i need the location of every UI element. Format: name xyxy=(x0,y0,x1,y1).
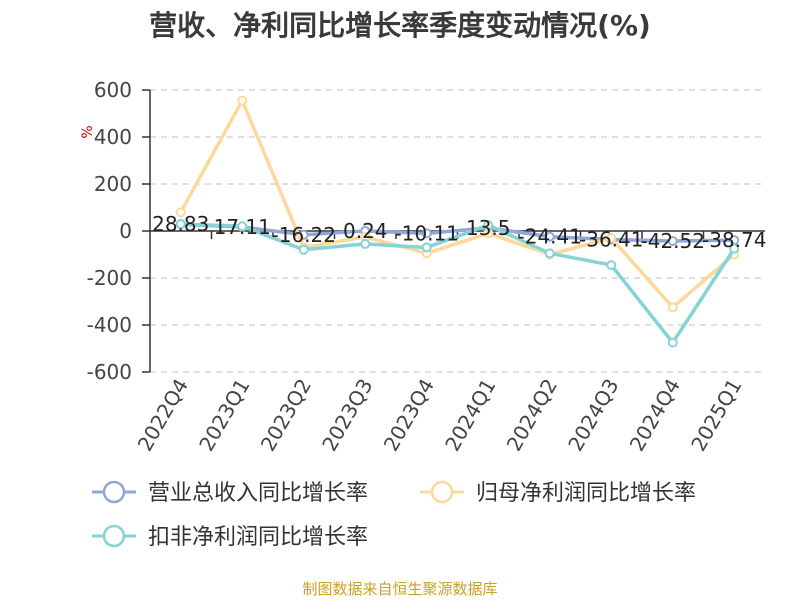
data-point xyxy=(606,260,617,271)
series-line xyxy=(180,222,735,243)
data-labels: 28.83 17.11 -16.22 0.24 -10.11 13.5 -24.41-36.… xyxy=(152,212,766,253)
data-point xyxy=(606,233,617,244)
y-tick-label: -200 xyxy=(87,266,132,290)
data-label: 0.24 xyxy=(343,219,388,243)
data-point xyxy=(360,238,371,249)
x-tick-label: 2023Q2 xyxy=(256,375,316,456)
data-point xyxy=(483,220,494,231)
x-tick-label: 2022Q4 xyxy=(133,375,193,456)
data-label: -36.41 xyxy=(579,228,643,252)
series-line xyxy=(180,222,736,345)
data-point xyxy=(175,207,186,218)
legend-swatch-marker xyxy=(102,480,126,504)
legend-label: 归母净利润同比增长率 xyxy=(476,481,696,506)
data-point xyxy=(729,243,740,254)
y-tick-label: 200 xyxy=(94,172,132,196)
data-point xyxy=(544,231,555,242)
data-point xyxy=(667,337,678,348)
x-tick-label: 2023Q3 xyxy=(317,375,377,456)
x-tick-label: 2024Q4 xyxy=(625,375,685,456)
data-label: 13.5 xyxy=(466,216,511,240)
legend-swatch-marker xyxy=(430,480,454,504)
x-tick-label: 2024Q3 xyxy=(563,375,623,456)
y-tick-label: -600 xyxy=(87,360,132,384)
data-point xyxy=(667,302,678,313)
grid-lines xyxy=(150,89,765,373)
data-point xyxy=(298,244,309,255)
series-line xyxy=(179,98,736,310)
y-tick-label: 0 xyxy=(119,219,132,243)
data-label: 17.11 xyxy=(214,215,271,239)
source-note: 制图数据来自恒生聚源数据库 xyxy=(302,580,498,598)
x-tick-label: 2025Q1 xyxy=(686,375,746,456)
data-point xyxy=(237,95,248,106)
x-tick-label: 2024Q2 xyxy=(502,375,562,456)
y-tick-label: -400 xyxy=(87,313,132,337)
legend-label: 营业总收入同比增长率 xyxy=(148,481,368,506)
x-tick-label: 2023Q4 xyxy=(379,375,439,456)
data-label: -10.11 xyxy=(395,221,459,245)
data-label: -24.41 xyxy=(518,225,582,249)
x-tick-label: 2023Q1 xyxy=(194,375,254,456)
data-point xyxy=(237,221,248,232)
y-tick-label: 600 xyxy=(94,78,132,102)
legend-label: 扣非净利润同比增长率 xyxy=(148,525,368,550)
data-point xyxy=(175,218,186,229)
y-tick-label: 400 xyxy=(94,125,132,149)
data-point xyxy=(421,228,432,239)
data-point xyxy=(421,242,432,253)
data-label: -16.22 xyxy=(272,223,336,247)
y-axis-unit-label: % xyxy=(80,125,96,138)
x-tick-label: 2024Q1 xyxy=(440,375,500,456)
data-label: -42.52 xyxy=(641,229,705,253)
data-point xyxy=(667,235,678,246)
legend-swatch-marker xyxy=(102,524,126,548)
data-label: -38.74 xyxy=(702,228,766,252)
data-label: 28.83 xyxy=(152,212,209,236)
data-point xyxy=(544,248,555,259)
series-lines xyxy=(175,95,740,348)
chart-title: 营收、净利同比增长率季度变动情况(%) xyxy=(149,9,651,42)
